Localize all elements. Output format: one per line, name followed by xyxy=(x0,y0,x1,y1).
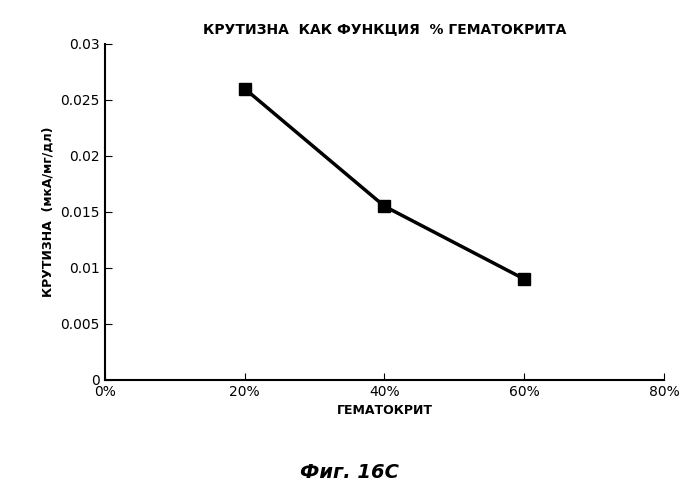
Title: КРУТИЗНА  КАК ФУНКЦИЯ  % ГЕМАТОКРИТА: КРУТИЗНА КАК ФУНКЦИЯ % ГЕМАТОКРИТА xyxy=(203,22,566,36)
X-axis label: ГЕМАТОКРИТ: ГЕМАТОКРИТ xyxy=(336,404,433,417)
Text: Фиг. 16С: Фиг. 16С xyxy=(300,463,399,482)
Y-axis label: КРУТИЗНА  (мкА/мг/дл): КРУТИЗНА (мкА/мг/дл) xyxy=(42,127,55,297)
